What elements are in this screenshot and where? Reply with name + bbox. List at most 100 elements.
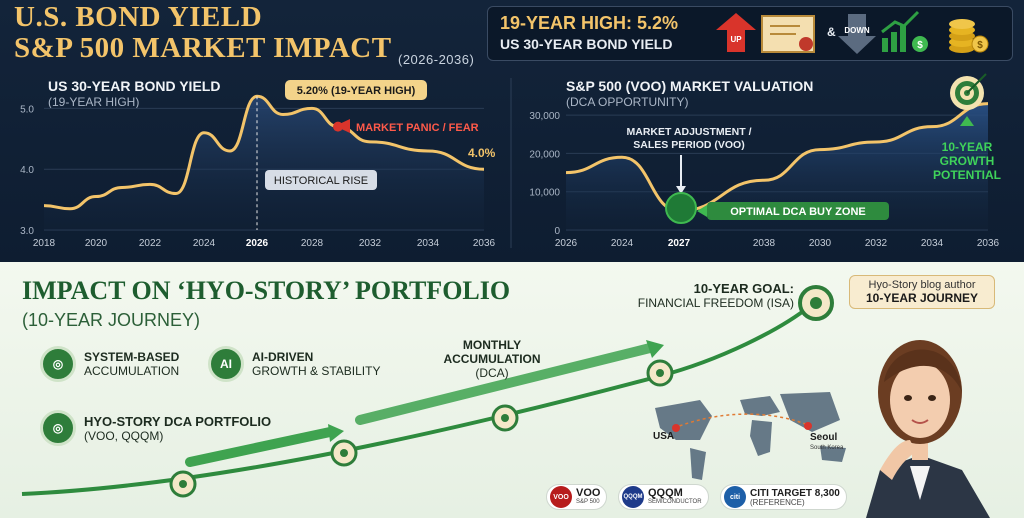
journey-arrow-2 xyxy=(355,343,655,425)
zone-label-box xyxy=(707,202,889,220)
sp-x-tick-label: 2032 xyxy=(865,238,888,249)
rise-label: HISTORICAL RISE xyxy=(274,175,368,187)
usa-label: USA xyxy=(653,431,674,442)
sp-x-tick-label: 2038 xyxy=(753,238,776,249)
bond-x-tick-label: 2036 xyxy=(473,238,496,249)
bond-panel-subtitle: (19-YEAR HIGH) xyxy=(48,95,140,109)
sp-panel-title: S&P 500 (VOO) MARKET VALUATION xyxy=(566,78,814,94)
citi-sub: (REFERENCE) xyxy=(750,498,805,507)
title-line-1: U.S. BOND YIELD xyxy=(14,1,263,33)
qqqm-logo-icon: QQQM xyxy=(622,486,644,508)
bond-y-tick-label: 3.0 xyxy=(20,226,34,237)
voo-sub: S&P 500 xyxy=(576,499,600,505)
feature2-title: AI-DRIVEN xyxy=(252,350,314,364)
ticker-citi: citi CITI TARGET 8,300 (REFERENCE) xyxy=(720,484,847,510)
author-avatar xyxy=(866,340,990,518)
goal-note: 10-YEAR GOAL: FINANCIAL FREEDOM (ISA) xyxy=(624,281,794,311)
sp-panel-subtitle: (DCA OPPORTUNITY) xyxy=(566,95,689,109)
bond-yield-line xyxy=(43,94,485,211)
title-line-2: S&P 500 MARKET IMPACT xyxy=(14,32,392,64)
page-title: U.S. BOND YIELD S&P 500 MARKET IMPACT (2… xyxy=(14,1,474,68)
zone-arrow-icon xyxy=(697,205,707,217)
panic-arrow-icon xyxy=(335,119,350,133)
portfolio-subtitle: (10-YEAR JOURNEY) xyxy=(22,310,201,330)
feature-system-based: ◎ SYSTEM-BASED ACCUMULATION xyxy=(40,346,179,382)
sp-x-tick-label: 2026 xyxy=(555,238,578,249)
bond-y-tick-label: 4.0 xyxy=(20,165,34,176)
bond-x-tick-label: 2018 xyxy=(33,238,56,249)
feature1-title: SYSTEM-BASED xyxy=(84,350,180,364)
growth-label-2: GROWTH xyxy=(940,154,995,168)
sp-x-tick-label: 2027 xyxy=(668,238,691,249)
bond-panel-title: US 30-YEAR BOND YIELD xyxy=(48,78,221,94)
sp-y-tick-label: 10,000 xyxy=(529,188,560,199)
bond-x-tick-label: 2034 xyxy=(417,238,440,249)
bond-area xyxy=(44,96,484,230)
title-years: (2026-2036) xyxy=(398,52,475,67)
adjust-label-line1: MARKET ADJUSTMENT / xyxy=(626,126,751,138)
peak-label: 5.20% (19-YEAR HIGH) xyxy=(297,85,416,97)
ai-chip-icon: AI xyxy=(208,346,244,382)
author-badge: Hyo-Story blog author 10-YEAR JOURNEY xyxy=(849,275,995,309)
sp-y-tick-label: 0 xyxy=(554,226,560,237)
badge-line2: 10-YEAR JOURNEY xyxy=(865,291,979,305)
bond-x-tick-label: 2026 xyxy=(246,238,269,249)
arrow-head-1-icon xyxy=(328,424,344,442)
feature1-sub: ACCUMULATION xyxy=(84,364,180,378)
sp-x-tick-label: 2034 xyxy=(921,238,944,249)
dca-title: HYO-STORY DCA PORTFOLIO xyxy=(84,413,272,429)
growth-label-3: POTENTIAL xyxy=(933,168,1001,182)
rise-label-box xyxy=(265,170,377,190)
feature2-sub: GROWTH & STABILITY xyxy=(252,364,381,378)
monthly-line1: MONTHLY xyxy=(462,338,522,352)
dca-sub: (VOO, QQQM) xyxy=(84,428,164,443)
bond-x-tick-label: 2024 xyxy=(193,238,216,249)
sp-x-tick-label: 2030 xyxy=(809,238,832,249)
growth-up-arrow-icon xyxy=(960,116,974,126)
sp-x-tick-label: 2036 xyxy=(977,238,1000,249)
adjust-arrow-head-icon xyxy=(676,186,686,194)
qqqm-name: QQQM xyxy=(648,487,683,499)
bond-x-tick-label: 2028 xyxy=(301,238,324,249)
portfolio-title: IMPACT ON ‘HYO-STORY’ PORTFOLIO xyxy=(22,276,511,305)
seoul-label: Seoul xyxy=(810,432,837,443)
sp-valuation-line xyxy=(565,102,989,213)
bond-y-tick-label: 5.0 xyxy=(20,104,34,115)
badge-line1: Hyo-Story blog author xyxy=(868,279,976,291)
qqqm-sub: SEMICONDUCTOR xyxy=(648,499,702,505)
voo-name: VOO xyxy=(576,487,601,499)
usa-pin-icon xyxy=(672,424,680,432)
panic-label: MARKET PANIC / FEAR xyxy=(356,122,479,134)
citi-name: CITI TARGET 8,300 xyxy=(750,488,840,499)
milestone-targets xyxy=(169,285,834,498)
arrow-head-2-icon xyxy=(646,340,664,358)
dca-target-icon: ◎ xyxy=(40,410,76,446)
seoul-pin-icon xyxy=(804,422,812,430)
headline-title: 19-YEAR HIGH: 5.2% xyxy=(500,13,679,33)
ticker-voo: VOO VOO S&P 500 xyxy=(546,484,608,510)
goal-line2: FINANCIAL FREEDOM (ISA) xyxy=(637,296,794,310)
check-target-icon: ◎ xyxy=(40,346,76,382)
sp-y-tick-label: 30,000 xyxy=(529,111,560,122)
sp-x-tick-label: 2024 xyxy=(611,238,634,249)
sp-y-tick-label: 20,000 xyxy=(529,149,560,160)
monthly-accumulation-note: MONTHLY ACCUMULATION (DCA) xyxy=(432,338,552,380)
dca-zone-marker xyxy=(665,192,697,224)
dca-portfolio-label: ◎ HYO-STORY DCA PORTFOLIO (VOO, QQQM) xyxy=(40,410,271,446)
world-map xyxy=(655,392,846,480)
journey-arrow-1 xyxy=(185,427,335,467)
voo-logo-icon: VOO xyxy=(550,486,572,508)
peak-label-box xyxy=(285,80,427,100)
seoul-sub: South Korea xyxy=(810,445,844,451)
monthly-line2: ACCUMULATION xyxy=(443,352,541,366)
bond-x-tick-label: 2020 xyxy=(85,238,108,249)
end-value-label: 4.0% xyxy=(468,146,496,160)
target-icon xyxy=(950,73,987,110)
ticker-qqqm: QQQM QQQM SEMICONDUCTOR xyxy=(618,484,709,510)
feature-ai-driven: AI AI-DRIVEN GROWTH & STABILITY xyxy=(208,346,380,382)
goal-line1: 10-YEAR GOAL: xyxy=(693,281,794,296)
zone-label: OPTIMAL DCA BUY ZONE xyxy=(730,206,865,218)
growth-label-1: 10-YEAR xyxy=(942,140,993,154)
